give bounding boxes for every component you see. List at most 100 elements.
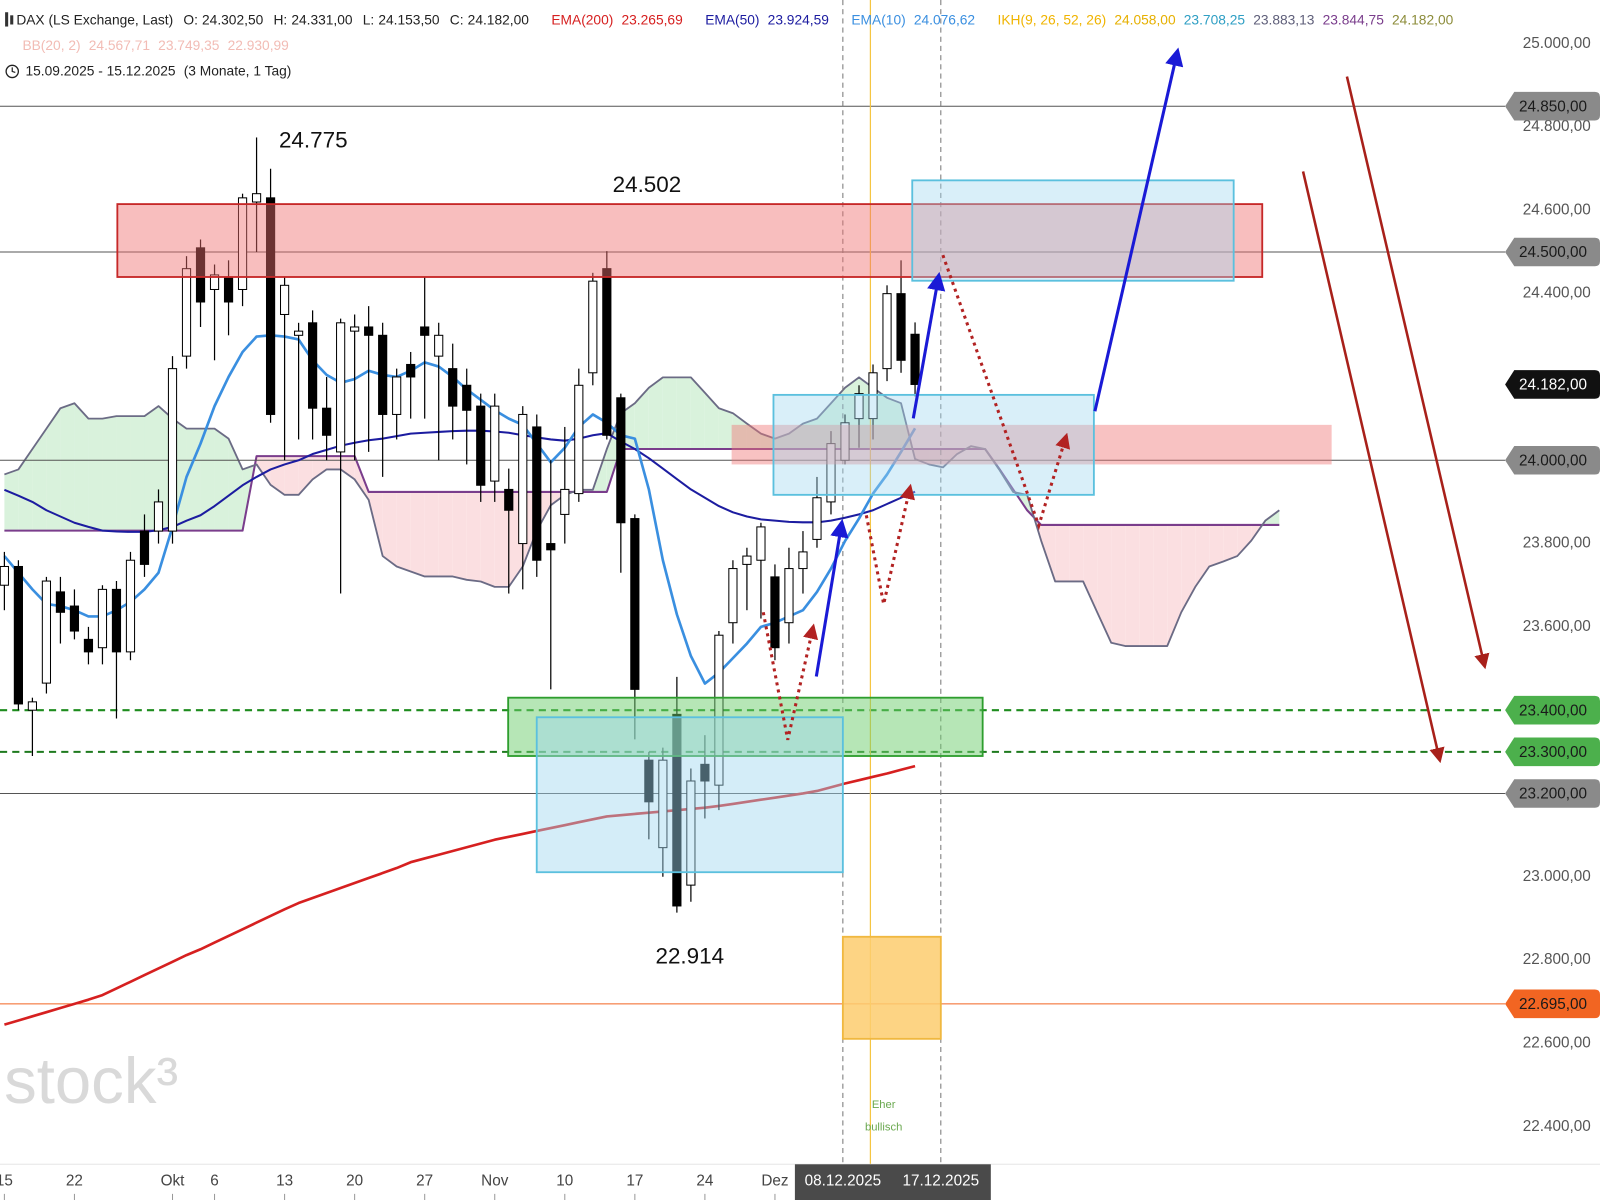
candle-body [125,559,136,653]
candle-body [350,326,360,332]
y-tick-label: 24.600,00 [1523,201,1591,218]
candle-body [840,422,850,461]
cloud-fill [648,377,663,450]
x-tick-label: Dez [761,1173,788,1190]
y-tick-label: 24.800,00 [1523,118,1591,135]
annotations: 24.775 24.502 22.914 [279,127,724,968]
cloud-fill [144,406,159,531]
legend-value: 23.265,69 [622,12,683,27]
ohlc-value: 24.182,00 [468,12,530,27]
candle-body [798,551,808,570]
note: Eher [872,1099,896,1111]
price-label: 23.400,00 [1519,702,1587,719]
cloud-fill [1153,524,1168,647]
cloud-fill [452,491,467,580]
arrow [911,271,946,419]
x-tick-label: Okt [161,1173,186,1190]
candle-body [237,197,248,290]
legend-name: EMA(50) [705,12,759,27]
price-label-box [1505,779,1600,808]
cloud-fill [676,377,691,450]
candle-body [910,333,920,385]
price-label-box [1505,989,1600,1019]
ohlc-value: 24.331,00 [291,12,353,27]
y-tick-label: 22.800,00 [1523,951,1591,968]
legend-value: 24.567,71 [89,38,150,53]
candle-body [826,443,836,503]
cloud-fill [1125,524,1140,647]
zone [116,203,1264,278]
cloud-fill [816,403,831,450]
clock-icon [11,67,16,74]
candle-body [490,405,500,482]
date-range: 15.09.2025 - 15.12.2025 [26,63,176,78]
cloud-fill [901,403,913,450]
ohlc-value: 24.302,50 [202,12,264,27]
candle-body [630,518,640,690]
legend-name: EMA(200) [551,12,613,27]
price-label-box [1505,737,1600,767]
candle-body [812,497,822,540]
y-tick-label: 22.400,00 [1523,1118,1591,1135]
cloud-fill [396,491,411,572]
legend-name: IKH(9, 26, 52, 26) [998,12,1107,27]
cloud-fill [480,491,495,587]
price-label: 24.500,00 [1519,244,1587,261]
cloud-fill [116,416,131,531]
y-tick-label: 22.600,00 [1523,1034,1591,1051]
cloud-fill [802,418,817,450]
arrow [1301,171,1445,764]
candle-body [574,384,584,495]
cloud-fill [200,428,215,531]
price-label: 23.300,00 [1519,744,1587,761]
cloud-fill [662,377,677,450]
symbol: DAX (LS Exchange, Last) [16,12,173,27]
candle-body [181,268,192,357]
legend-value: 24.076,62 [914,12,975,27]
ohlc-value: 24.153,50 [378,12,440,27]
icon [5,12,9,27]
candle-body [111,588,122,653]
cloud-fill [130,416,145,531]
candle-body [13,565,23,705]
cloud-fill [284,456,299,495]
cloud-fill [690,377,705,450]
cloud-fill [88,418,103,531]
legend-line: DAX (LS Exchange, Last) O: 24.302,50 H: 24.3… [16,12,1453,27]
x-tick-label: 27 [416,1173,433,1190]
legend-value: 24.182,00 [1392,12,1454,27]
legend: DAX (LS Exchange, Last) O: 24.302,50 H: 24.3… [5,12,1454,79]
cloud-fill [1237,524,1252,557]
cloud-fill [1069,524,1084,582]
span-b-line [4,447,1280,532]
legend-value: 23.883,13 [1253,12,1315,27]
arrow [1093,47,1184,412]
candle-body [69,605,80,632]
x-tick-label: 17 [626,1173,643,1190]
cloud-fill [60,403,75,531]
cloud-fill [466,491,481,582]
legend-value: 24.058,00 [1114,12,1176,27]
y-tick-label: 23.800,00 [1523,535,1591,552]
price-label: 24.182,00 [1519,377,1587,394]
candle-body [602,268,612,436]
candle-body [476,405,486,486]
marker-date: 17.12.2025 [903,1173,980,1190]
legend-line: 15.09.2025 - 15.12.2025 (3 Monate, 1 Tag) [26,63,292,78]
candle-body [770,576,780,649]
candle-body [364,326,374,336]
candle-body [546,543,556,551]
candle-body [378,334,388,415]
legend-value: 23.844,75 [1323,12,1385,27]
candle-body [139,530,150,565]
zone [535,716,844,874]
candle-body [420,326,430,336]
y-tick-label: 24.400,00 [1523,285,1591,302]
zone [772,393,1095,496]
range-note: (3 Monate, 1 Tag) [184,63,292,78]
candle-body [265,197,276,415]
dotted-arrow [761,611,819,741]
cloud-fill [326,456,341,470]
price-label-box [1505,445,1600,475]
